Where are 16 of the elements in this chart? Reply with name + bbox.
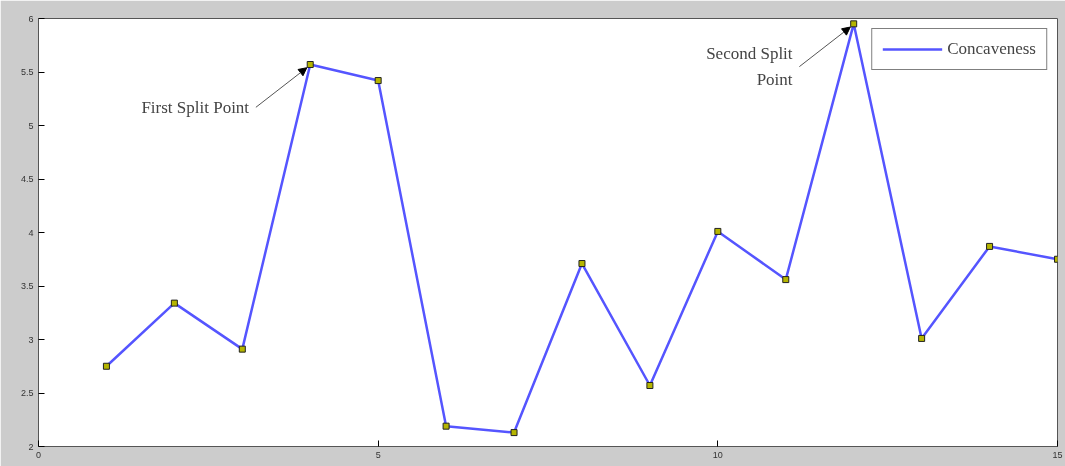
y-tick-label: 3 [28,334,34,345]
y-tick-label: 2.5 [20,388,34,398]
y-tick-label: 4 [28,227,34,238]
annotation: First Split Point [141,97,250,117]
legend-label: Concaveness [947,39,1036,59]
x-tick-label: 15 [1052,449,1063,460]
y-tick-label: 6 [28,13,34,24]
y-tick-label: 5 [28,120,34,131]
x-tick-label: 5 [375,449,381,460]
y-tick-label: 5.5 [20,67,34,77]
x-tick-label: 0 [36,449,42,460]
annotation: Second Split Point [706,43,793,90]
y-tick-label: 2 [28,441,34,452]
x-tick-label: 10 [712,449,723,460]
y-tick-label: 3.5 [20,281,34,291]
y-tick-label: 4.5 [20,174,34,184]
